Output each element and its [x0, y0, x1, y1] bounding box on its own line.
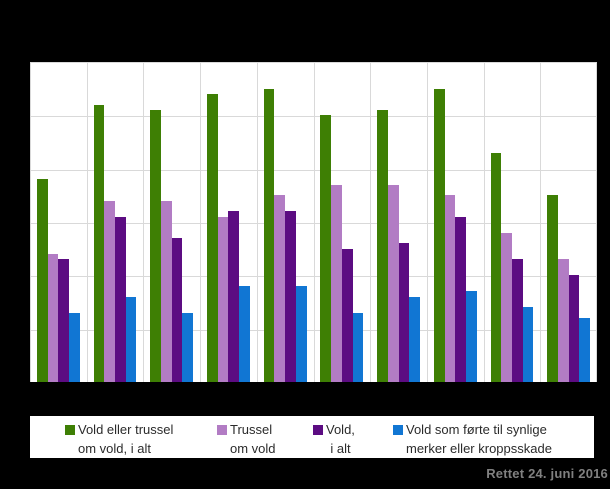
bar-series1-group2 — [93, 104, 105, 382]
vertical-gridline — [540, 63, 541, 382]
legend-label-line: Vold eller trussel — [78, 422, 174, 437]
vertical-gridline — [257, 63, 258, 382]
bar-series2-group7 — [387, 184, 399, 382]
bar-series3-group5 — [285, 211, 296, 382]
plot-area — [30, 62, 597, 382]
bar-group-10 — [540, 63, 597, 382]
bar-series1-group5 — [263, 88, 275, 382]
bar-series2-group3 — [161, 200, 172, 382]
bar-group-7 — [370, 63, 427, 382]
bar-series4-group3 — [182, 312, 194, 382]
bar-series2-group4 — [217, 216, 229, 382]
bar-group-4 — [200, 63, 257, 382]
legend-label-line: Trussel — [230, 422, 273, 437]
bar-group-5 — [257, 63, 314, 382]
bar-series4-group9 — [522, 307, 534, 382]
bar-series2-group9 — [501, 232, 512, 382]
vertical-gridline — [200, 63, 201, 382]
vertical-gridline — [484, 63, 485, 382]
bar-series3-group7 — [398, 243, 410, 382]
bar-series4-group1 — [69, 312, 80, 382]
bar-group-2 — [87, 63, 144, 382]
legend-item-4: Vold som førte til synlige merker eller k… — [393, 420, 552, 458]
bar-series1-group3 — [150, 110, 162, 382]
bar-series3-group1 — [58, 259, 70, 382]
bar-series3-group3 — [171, 238, 183, 382]
bar-series3-group10 — [568, 275, 580, 382]
bar-group-6 — [314, 63, 371, 382]
legend-swatch-icon — [393, 425, 403, 435]
bar-series1-group4 — [207, 94, 218, 382]
bar-series4-group4 — [239, 286, 250, 382]
vertical-gridline — [370, 63, 371, 382]
legend-label: Vold som førte til synlige merker eller k… — [406, 420, 552, 458]
bar-series1-group9 — [490, 152, 502, 382]
legend-label-line: om vold — [230, 441, 276, 456]
bar-series1-group10 — [547, 195, 558, 382]
horizontal-gridline — [30, 169, 597, 171]
bar-series2-group6 — [331, 184, 342, 382]
legend-item-3: Vold, i alt — [313, 420, 355, 458]
legend-label-line: Vold som førte til synlige — [406, 422, 547, 437]
bar-series2-group2 — [104, 200, 116, 382]
legend-item-1: Vold eller trussel om vold, i alt — [65, 420, 173, 458]
bar-series1-group1 — [36, 179, 48, 382]
legend-label: Vold eller trussel om vold, i alt — [78, 420, 173, 458]
bar-series2-group10 — [557, 259, 569, 382]
bar-series3-group4 — [228, 211, 240, 382]
legend-swatch-icon — [313, 425, 323, 435]
bar-series2-group5 — [274, 195, 286, 382]
legend-item-2: Trussel om vold — [217, 420, 276, 458]
legend-label-line: merker eller kroppsskade — [406, 441, 552, 456]
legend-swatch-icon — [217, 425, 227, 435]
legend-label: Trussel om vold — [230, 420, 276, 458]
horizontal-gridline — [30, 276, 597, 278]
legend: Vold eller trussel om vold, i alt Trussel o… — [30, 416, 594, 458]
vertical-gridline — [427, 63, 428, 382]
bar-series1-group6 — [320, 115, 332, 382]
bar-series3-group2 — [115, 216, 126, 382]
bar-series4-group6 — [352, 312, 364, 382]
correction-note: Rettet 24. juni 2016 — [486, 466, 608, 481]
bar-series3-group9 — [511, 259, 523, 382]
legend-label-line: om vold, i alt — [78, 441, 151, 456]
vertical-gridline — [596, 63, 597, 382]
bar-series4-group8 — [465, 291, 477, 382]
legend-label-line: i alt — [330, 441, 351, 456]
vertical-gridline — [143, 63, 144, 382]
bar-group-1 — [30, 63, 87, 382]
legend-label-line: Vold, — [326, 422, 355, 437]
horizontal-gridline — [30, 223, 597, 224]
bar-series4-group2 — [125, 296, 137, 382]
bar-group-9 — [484, 63, 541, 382]
horizontal-gridline — [30, 116, 597, 118]
legend-swatch-icon — [65, 425, 75, 435]
bar-group-3 — [143, 63, 200, 382]
bar-series4-group5 — [295, 286, 307, 382]
horizontal-gridline — [30, 329, 597, 331]
vertical-gridline — [87, 63, 88, 382]
vertical-gridline — [30, 63, 31, 382]
bar-series3-group8 — [455, 216, 466, 382]
bar-group-8 — [427, 63, 484, 382]
bar-series1-group8 — [433, 88, 445, 382]
legend-label: Vold, i alt — [326, 420, 355, 458]
bar-series2-group1 — [47, 254, 59, 382]
bar-series4-group10 — [579, 318, 591, 382]
bar-series4-group7 — [409, 296, 420, 382]
bar-series3-group6 — [341, 248, 353, 382]
bar-series1-group7 — [377, 110, 388, 382]
bar-series2-group8 — [444, 195, 456, 382]
vertical-gridline — [314, 63, 315, 382]
